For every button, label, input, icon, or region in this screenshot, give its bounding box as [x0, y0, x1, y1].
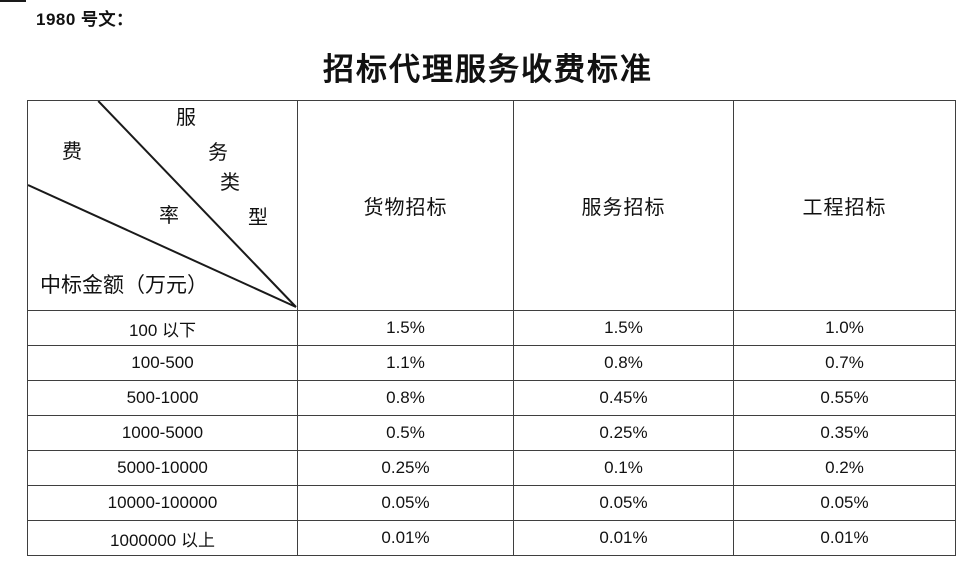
page-title: 招标代理服务收费标准 [323, 52, 653, 87]
rate-cell: 0.05% [733, 485, 956, 521]
rate-cell: 0.7% [733, 345, 956, 381]
rate-cell: 0.8% [513, 345, 734, 381]
corner-header-cell: 费 率 服 务 类 型 中标金额（万元） [27, 100, 298, 311]
service-type-char: 类 [220, 172, 240, 194]
header-row: 费 率 服 务 类 型 中标金额（万元） 货物招标 服务招标 工程招标 [27, 100, 956, 311]
amount-axis-label: 中标金额（万元） [40, 273, 208, 297]
amount-cell: 500-1000 [27, 380, 298, 416]
table-row: 500-1000 0.8% 0.45% 0.55% [27, 380, 956, 416]
table-row: 100 以下 1.5% 1.5% 1.0% [27, 310, 956, 346]
amount-cell: 10000-100000 [27, 485, 298, 521]
rate-cell: 1.5% [513, 310, 734, 346]
table-row: 10000-100000 0.05% 0.05% 0.05% [27, 485, 956, 521]
scan-edge-artifact [0, 0, 26, 2]
rate-cell: 0.2% [733, 450, 956, 486]
table-row: 100-500 1.1% 0.8% 0.7% [27, 345, 956, 381]
table-row: 1000-5000 0.5% 0.25% 0.35% [27, 415, 956, 451]
fee-rate-char: 率 [159, 205, 179, 227]
amount-cell: 1000000 以上 [27, 520, 298, 556]
rate-cell: 0.25% [297, 450, 514, 486]
service-type-char: 服 [176, 107, 196, 129]
rate-cell: 0.05% [513, 485, 734, 521]
doc-number-label: 1980 号文： [36, 10, 134, 29]
rate-cell: 0.5% [297, 415, 514, 451]
service-type-char: 务 [208, 142, 228, 164]
amount-cell: 100 以下 [27, 310, 298, 346]
column-header-engineering: 工程招标 [733, 100, 956, 311]
rate-cell: 0.45% [513, 380, 734, 416]
rate-cell: 0.1% [513, 450, 734, 486]
amount-cell: 100-500 [27, 345, 298, 381]
rate-cell: 0.25% [513, 415, 734, 451]
rate-cell: 0.01% [733, 520, 956, 556]
diagonal-divider-lines [28, 101, 297, 308]
rate-cell: 1.0% [733, 310, 956, 346]
rate-cell: 0.05% [297, 485, 514, 521]
rate-cell: 0.55% [733, 380, 956, 416]
column-header-goods: 货物招标 [297, 100, 514, 311]
service-type-char: 型 [248, 207, 268, 229]
fee-table: 费 率 服 务 类 型 中标金额（万元） 货物招标 服务招标 工程招标 100 … [27, 100, 956, 556]
rate-cell: 0.8% [297, 380, 514, 416]
amount-cell: 1000-5000 [27, 415, 298, 451]
table-row: 1000000 以上 0.01% 0.01% 0.01% [27, 520, 956, 556]
rate-cell: 0.01% [513, 520, 734, 556]
table-row: 5000-10000 0.25% 0.1% 0.2% [27, 450, 956, 486]
fee-rate-char: 费 [62, 141, 82, 163]
rate-cell: 0.35% [733, 415, 956, 451]
rate-cell: 1.1% [297, 345, 514, 381]
amount-cell: 5000-10000 [27, 450, 298, 486]
column-header-service: 服务招标 [513, 100, 734, 311]
rate-cell: 1.5% [297, 310, 514, 346]
rate-cell: 0.01% [297, 520, 514, 556]
